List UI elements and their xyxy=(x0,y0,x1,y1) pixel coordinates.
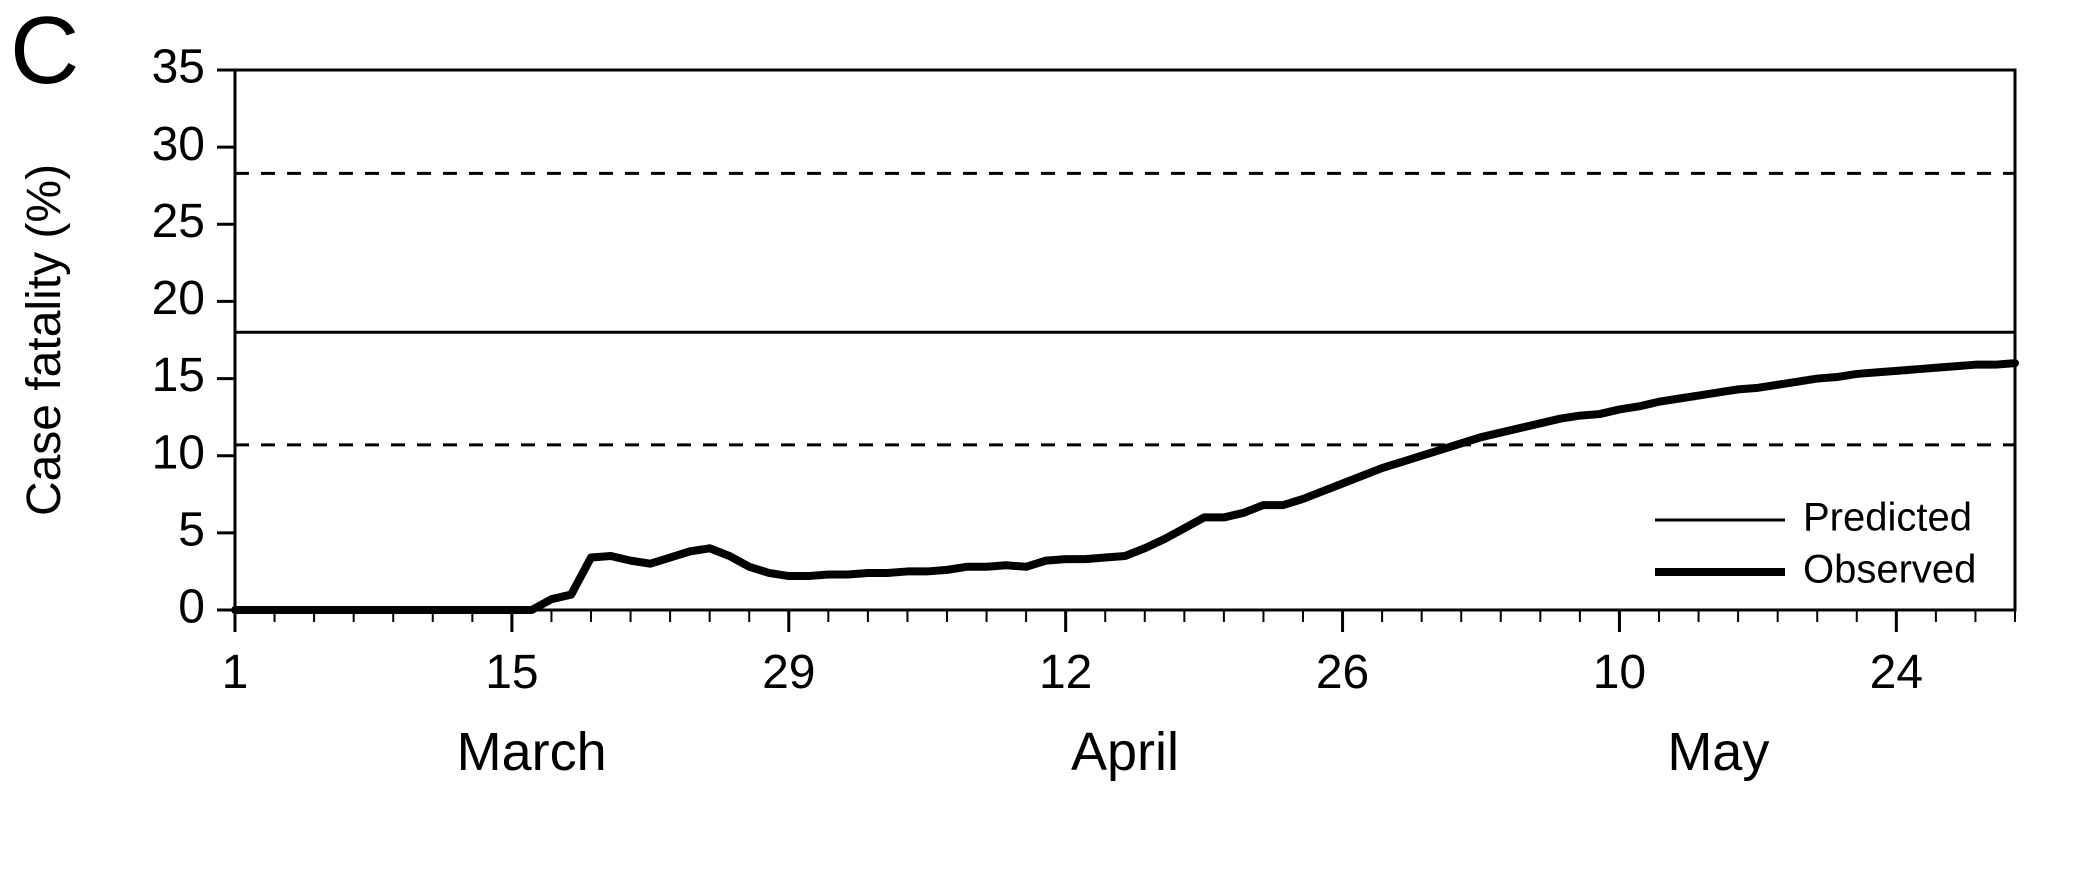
y-tick-label: 15 xyxy=(152,349,205,402)
x-tick-label: 1 xyxy=(222,646,249,699)
x-tick-label: 29 xyxy=(762,646,815,699)
y-tick-label: 0 xyxy=(178,581,205,634)
y-tick-label: 35 xyxy=(152,41,205,94)
legend-label: Predicted xyxy=(1803,496,1972,540)
case-fatality-chart: 0 5 10 15 20 25 30 35 1 15 29 12 26 10 24 March April May… xyxy=(0,0,2078,894)
x-tick-label: 10 xyxy=(1593,646,1646,699)
figure-panel: C 0 5 10 15 20 25 30 35 1 15 29 12 26 10 24 March April M… xyxy=(0,0,2078,894)
x-tick-label: 26 xyxy=(1316,646,1369,699)
x-tick-label: 24 xyxy=(1870,646,1923,699)
panel-label: C xyxy=(10,0,79,106)
legend-label: Observed xyxy=(1803,548,1976,592)
x-tick-label: 12 xyxy=(1039,646,1092,699)
x-tick-label: 15 xyxy=(485,646,538,699)
y-tick-label: 10 xyxy=(152,426,205,479)
month-label: March xyxy=(457,722,607,782)
y-tick-label: 5 xyxy=(178,504,205,557)
plot-border xyxy=(235,70,2015,610)
y-axis-label: Case fatality (%) xyxy=(18,164,71,516)
month-label: May xyxy=(1667,722,1769,782)
y-tick-label: 25 xyxy=(152,195,205,248)
month-label: April xyxy=(1071,722,1179,782)
y-tick-label: 20 xyxy=(152,272,205,325)
y-tick-label: 30 xyxy=(152,118,205,171)
